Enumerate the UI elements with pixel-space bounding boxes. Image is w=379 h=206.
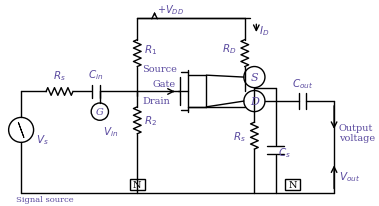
Text: $R_s$: $R_s$ [233, 129, 246, 143]
Text: G: G [96, 108, 104, 117]
Text: Gate: Gate [153, 79, 176, 88]
Text: S: S [251, 73, 258, 83]
Text: $I_D$: $I_D$ [259, 24, 269, 38]
Text: Signal source: Signal source [16, 195, 74, 203]
Text: Source: Source [142, 65, 177, 74]
Text: $R_1$: $R_1$ [144, 43, 157, 57]
Text: N: N [133, 180, 141, 189]
Text: $R_D$: $R_D$ [222, 42, 236, 56]
Text: $R_2$: $R_2$ [144, 114, 157, 128]
Text: $V_{out}$: $V_{out}$ [339, 169, 360, 183]
Text: Drain: Drain [142, 96, 170, 105]
Text: $R_s$: $R_s$ [53, 69, 66, 82]
Text: $C_{out}$: $C_{out}$ [292, 76, 313, 90]
Text: N: N [288, 180, 297, 189]
Text: $V_s$: $V_s$ [36, 133, 48, 147]
Text: D: D [250, 97, 259, 107]
Text: $V_{in}$: $V_{in}$ [103, 124, 118, 138]
Text: Output
voltage: Output voltage [339, 123, 375, 143]
Text: $+V_{DD}$: $+V_{DD}$ [157, 3, 185, 16]
Text: $C_s$: $C_s$ [279, 145, 291, 159]
Text: $C_{in}$: $C_{in}$ [88, 68, 104, 82]
Bar [285, 179, 301, 190]
Bar [130, 179, 145, 190]
